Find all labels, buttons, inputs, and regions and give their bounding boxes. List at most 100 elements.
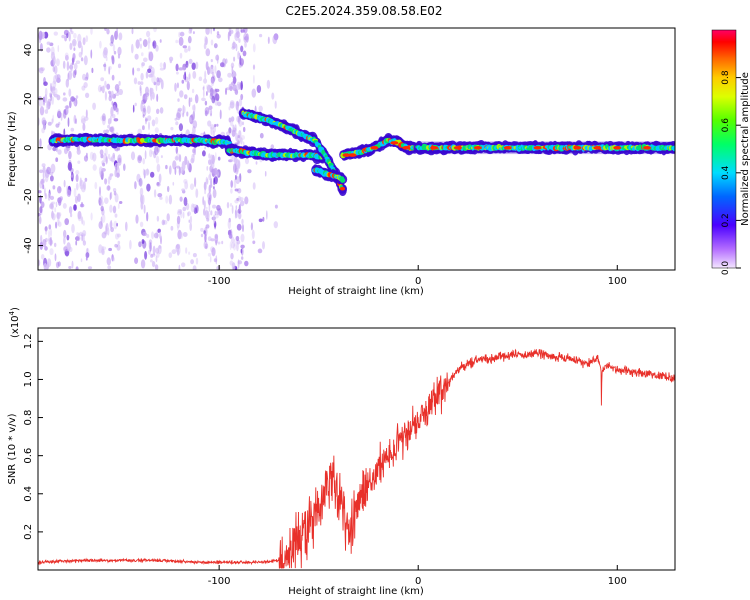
- noise-speck: [108, 65, 112, 70]
- noise-speck: [214, 222, 217, 230]
- noise-speck: [216, 204, 221, 211]
- noise-speck: [156, 181, 160, 186]
- noise-speck: [61, 34, 66, 39]
- noise-speck: [68, 31, 71, 42]
- noise-speck: [234, 199, 239, 204]
- noise-speck: [151, 75, 157, 84]
- noise-speck: [154, 264, 159, 270]
- noise-speck: [160, 79, 164, 90]
- noise-speck: [42, 171, 45, 180]
- noise-speck: [134, 181, 137, 190]
- noise-speck: [256, 85, 262, 93]
- noise-speck: [142, 168, 145, 176]
- noise-speck: [136, 67, 141, 72]
- noise-speck: [84, 177, 88, 182]
- noise-speck: [99, 170, 104, 179]
- noise-speck: [229, 241, 232, 251]
- noise-speck: [81, 85, 86, 91]
- noise-speck: [49, 228, 53, 237]
- noise-speck: [156, 215, 160, 222]
- noise-speck: [221, 240, 224, 245]
- noise-speck: [238, 38, 241, 43]
- noise-speck: [166, 213, 170, 222]
- noise-speck: [75, 60, 81, 64]
- noise-speck: [42, 239, 47, 248]
- noise-speck: [114, 213, 118, 218]
- noise-speck: [220, 62, 225, 68]
- noise-speck: [241, 247, 244, 256]
- noise-speck: [251, 88, 257, 98]
- noise-speck: [214, 234, 219, 244]
- noise-speck: [132, 67, 135, 76]
- colorbar-label: Normalized spectral amplitude: [740, 72, 750, 226]
- snr-y-scale-suffix: ): [10, 307, 21, 311]
- noise-speck: [273, 221, 278, 229]
- noise-speck: [116, 88, 119, 93]
- noise-speck: [62, 97, 68, 102]
- noise-speck: [111, 254, 114, 262]
- noise-speck: [205, 36, 208, 46]
- noise-speck: [101, 85, 105, 94]
- noise-speck: [99, 199, 104, 207]
- noise-speck: [60, 112, 63, 122]
- noise-speck: [203, 200, 206, 210]
- noise-speck: [142, 39, 148, 48]
- noise-speck: [75, 118, 77, 125]
- noise-speck: [204, 146, 207, 150]
- y-tick-label: 1.0: [23, 371, 34, 387]
- noise-speck: [45, 229, 48, 235]
- noise-speck: [179, 90, 184, 98]
- noise-speck: [155, 44, 159, 52]
- trace-peak: [430, 146, 439, 150]
- noise-speck: [238, 212, 242, 220]
- noise-speck: [240, 244, 245, 249]
- noise-speck: [236, 101, 239, 107]
- noise-speck: [212, 28, 216, 32]
- noise-speck: [232, 243, 237, 251]
- noise-speck: [89, 151, 94, 161]
- noise-speck: [174, 117, 178, 121]
- colorbar: 0.0 0.2 0.4 0.6 0.8 Normalized spectral ampl…: [711, 29, 750, 275]
- noise-speck: [80, 115, 86, 123]
- noise-speck: [66, 189, 72, 197]
- noise-speck: [73, 32, 77, 39]
- noise-speck: [44, 109, 49, 114]
- noise-speck: [115, 233, 119, 240]
- noise-speck: [216, 70, 221, 79]
- noise-speck: [150, 171, 155, 178]
- noise-speck: [63, 128, 66, 137]
- noise-speck: [81, 184, 86, 193]
- noise-speck: [231, 41, 237, 49]
- noise-speck: [181, 79, 185, 84]
- noise-speck: [171, 249, 177, 255]
- noise-speck: [41, 163, 46, 168]
- noise-speck: [75, 266, 79, 270]
- noise-speck: [232, 155, 236, 162]
- noise-speck: [159, 62, 163, 68]
- noise-speck: [233, 163, 237, 173]
- noise-speck: [103, 152, 107, 163]
- noise-speck: [191, 153, 195, 163]
- noise-speck: [92, 102, 96, 111]
- noise-speck: [264, 171, 267, 177]
- noise-speck: [68, 246, 73, 253]
- noise-speck: [39, 106, 45, 116]
- noise-speck: [216, 266, 221, 270]
- colorbar-gradient: [711, 29, 737, 269]
- y-tick-label: 40: [23, 44, 34, 57]
- noise-speck: [228, 159, 233, 163]
- trace-peak: [533, 146, 542, 150]
- x-tick-label: 0: [415, 276, 421, 287]
- noise-speck: [48, 224, 52, 230]
- noise-speck: [50, 82, 52, 92]
- noise-speck: [244, 157, 250, 165]
- noise-speck: [77, 160, 81, 164]
- noise-speck: [188, 73, 191, 79]
- noise-speck: [125, 221, 128, 232]
- noise-speck: [231, 129, 236, 137]
- noise-speck: [54, 207, 57, 213]
- noise-speck: [75, 95, 79, 99]
- noise-speck: [156, 146, 160, 153]
- noise-speck: [211, 71, 215, 77]
- noise-speck: [206, 166, 209, 171]
